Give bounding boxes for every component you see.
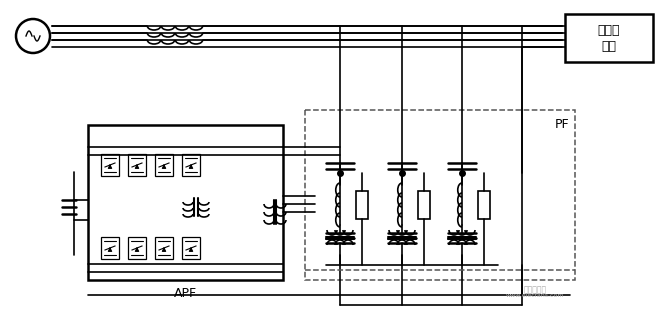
Bar (155, 154, 173, 176)
Bar (182, 237, 200, 259)
Bar (101, 154, 119, 176)
Bar (128, 237, 146, 259)
Bar (565, 14, 653, 62)
Bar (88, 125, 283, 280)
Bar (418, 191, 430, 219)
Text: APF: APF (174, 287, 197, 300)
Bar (182, 154, 200, 176)
Bar (101, 237, 119, 259)
Text: 电子发烧友: 电子发烧友 (524, 285, 547, 294)
Bar (305, 110, 575, 280)
Text: 非线性
负载: 非线性 负载 (598, 24, 620, 53)
Bar (155, 237, 173, 259)
Text: www.elecfans.com: www.elecfans.com (506, 293, 564, 298)
Bar (356, 191, 368, 219)
Bar (128, 154, 146, 176)
Text: PF: PF (555, 118, 569, 131)
Bar (478, 191, 490, 219)
